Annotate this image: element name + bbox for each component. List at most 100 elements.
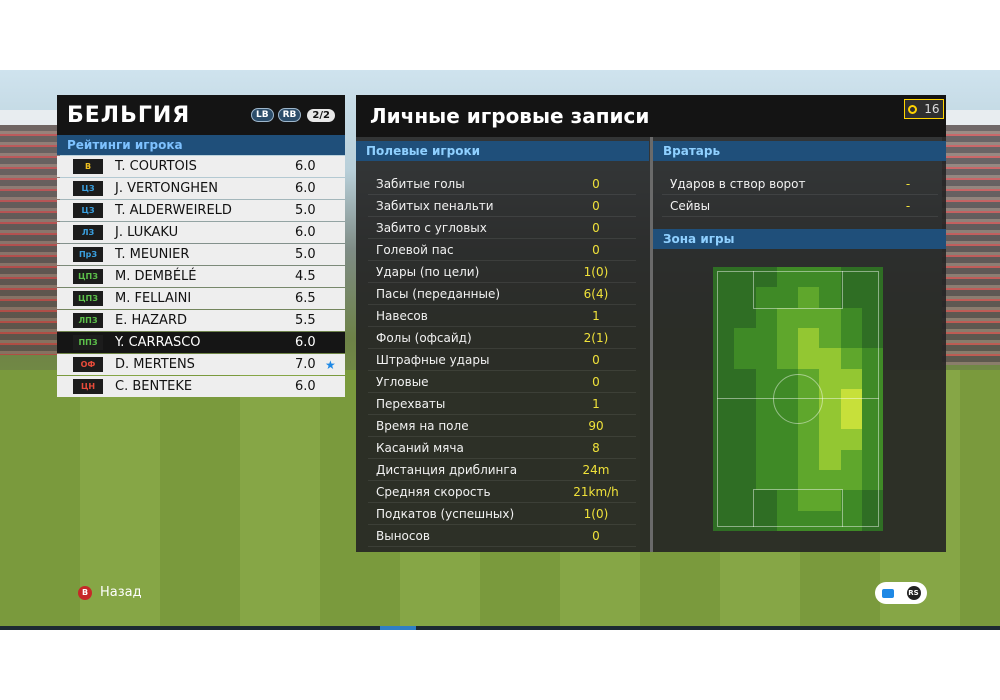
heatmap-cell: [755, 429, 777, 451]
stat-label: Подкатов (успешных): [376, 506, 515, 521]
heatmap-cell: [819, 429, 841, 451]
heatmap-cell: [861, 409, 883, 431]
stat-label: Время на поле: [376, 418, 469, 433]
team-panel: БЕЛЬГИЯ LB RB 2/2 Рейтинги игрока В T. CO…: [57, 95, 345, 397]
player-row[interactable]: ЦПЗ M. FELLAINI 6.5: [57, 288, 345, 309]
position-badge: ППЗ: [73, 335, 103, 350]
position-badge: ЦН: [73, 379, 103, 394]
player-row[interactable]: ЦН C. BENTEKE 6.0: [57, 376, 345, 397]
heatmap-cell: [840, 368, 862, 390]
heatmap-cell: [840, 409, 862, 431]
heatmap-cell: [776, 490, 798, 512]
heatmap-cell: [861, 348, 883, 370]
stat-row: Забито с угловых 0: [368, 217, 636, 239]
chat-controls[interactable]: RS: [875, 582, 927, 604]
heatmap-cell: [819, 307, 841, 329]
stat-label: Навесов: [376, 308, 428, 323]
stat-value: 2(1): [583, 330, 609, 345]
heatmap-cell: [840, 388, 862, 410]
page-indicator: 2/2: [307, 108, 335, 122]
stat-row: Угловые 0: [368, 371, 636, 393]
stat-row: Забитые голы 0: [368, 173, 636, 195]
player-name: T. COURTOIS: [115, 159, 197, 174]
stat-value: -: [905, 198, 911, 213]
heatmap-cell: [734, 307, 756, 329]
stat-label: Пасы (переданные): [376, 286, 501, 301]
gk-stat-row: Ударов в створ ворот -: [662, 173, 938, 195]
stat-value: 6(4): [583, 286, 609, 301]
heatmap-cell: [776, 348, 798, 370]
heatmap-cell: [755, 287, 777, 309]
position-badge: ПрЗ: [73, 247, 103, 262]
heatmap-cell: [861, 490, 883, 512]
heatmap-cell: [713, 470, 735, 491]
stadium-stand-right: [942, 125, 1000, 365]
heatmap-cell: [798, 449, 820, 471]
heatmap-cell: [713, 490, 735, 512]
heatmap-cell: [798, 490, 820, 512]
stat-row: Пасы (переданные) 6(4): [368, 283, 636, 305]
player-rating: 6.5: [295, 291, 316, 306]
rb-button[interactable]: RB: [277, 108, 302, 122]
match-records-panel: Личные игровые записи 16 Полевые игроки …: [356, 95, 946, 552]
stat-value: 1(0): [583, 264, 609, 279]
pitch-lines: [713, 267, 883, 531]
player-row[interactable]: ПрЗ T. MEUNIER 5.0: [57, 244, 345, 265]
heatmap-cell: [819, 409, 841, 431]
stat-row: Удары (по цели) 1(0): [368, 261, 636, 283]
stat-value: 24m: [582, 462, 610, 477]
ratings-header: Рейтинги игрока: [57, 135, 345, 155]
stat-label: Перехваты: [376, 396, 446, 411]
heatmap-cell: [734, 267, 756, 288]
stat-row: Голевой пас 0: [368, 239, 636, 261]
heatmap-cell: [798, 348, 820, 370]
heatmap-cell: [713, 409, 735, 431]
chat-icon: [881, 588, 894, 598]
heatmap-cell: [798, 510, 820, 531]
heatmap-cell: [861, 368, 883, 390]
stat-row: Навесов 1: [368, 305, 636, 327]
heatmap-cell: [755, 470, 777, 491]
heatmap-cell: [755, 267, 777, 288]
heatmap-cell: [776, 267, 798, 288]
field-players-header: Полевые игроки: [356, 141, 649, 161]
lb-button[interactable]: LB: [251, 108, 274, 122]
stat-value: -: [905, 176, 911, 191]
heatmap-cell: [734, 490, 756, 512]
stat-value: 0: [592, 198, 600, 213]
player-row[interactable]: ЛЗ J. LUKAKU 6.0: [57, 222, 345, 243]
heatmap-cell: [734, 287, 756, 309]
player-row[interactable]: ЦЗ T. ALDERWEIRELD 5.0: [57, 200, 345, 221]
player-row[interactable]: ЦЗ J. VERTONGHEN 6.0: [57, 178, 345, 199]
stat-label: Касаний мяча: [376, 440, 464, 455]
heatmap-cell: [840, 307, 862, 329]
heatmap-cell: [734, 510, 756, 531]
heatmap-cell: [713, 348, 735, 370]
player-rating: 5.0: [295, 247, 316, 262]
player-row[interactable]: ЦПЗ M. DEMBÉLÉ 4.5: [57, 266, 345, 287]
play-zone-header: Зона игры: [653, 229, 946, 249]
stat-value: 21km/h: [573, 484, 619, 499]
back-button[interactable]: B Назад: [78, 585, 142, 600]
stat-value: 0: [592, 220, 600, 235]
heatmap-cell: [861, 449, 883, 471]
position-badge: ЦЗ: [73, 203, 103, 218]
field-stats-list: Забитые голы 0 Забитых пенальти 0 Забито с у…: [368, 173, 636, 547]
stadium-stand-left: [0, 125, 60, 355]
heatmap-cell: [861, 510, 883, 531]
heatmap-cell: [734, 368, 756, 390]
stat-value: 1(0): [583, 506, 609, 521]
player-row[interactable]: ППЗ Y. CARRASCO 6.0: [57, 332, 345, 353]
player-name: M. DEMBÉLÉ: [115, 269, 197, 284]
play-zone-heatmap: [713, 267, 883, 531]
player-row[interactable]: В T. COURTOIS 6.0: [57, 156, 345, 177]
heatmap-cell: [755, 449, 777, 471]
heatmap-cell: [776, 470, 798, 491]
player-row[interactable]: ОФ D. MERTENS 7.0 ★: [57, 354, 345, 375]
heatmap-cell: [819, 490, 841, 512]
heatmap-cell: [861, 470, 883, 491]
heatmap-cell: [819, 510, 841, 531]
stat-row: Средняя скорость 21km/h: [368, 481, 636, 503]
player-row[interactable]: ЛПЗ E. HAZARD 5.5: [57, 310, 345, 331]
player-name: E. HAZARD: [115, 313, 187, 328]
